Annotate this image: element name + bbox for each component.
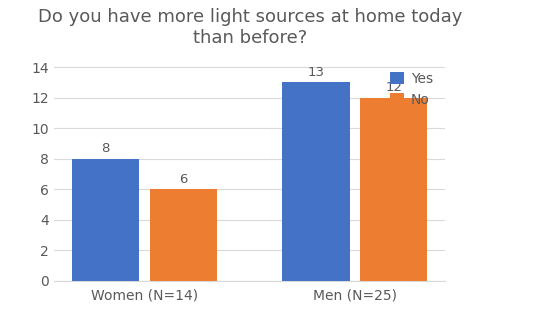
Bar: [360, 98, 427, 280]
Bar: [150, 189, 217, 280]
Title: Do you have more light sources at home today
than before?: Do you have more light sources at home t…: [37, 8, 462, 47]
Bar: [72, 158, 140, 280]
Text: 6: 6: [179, 173, 188, 186]
Legend: Yes, No: Yes, No: [384, 66, 438, 113]
Bar: [282, 82, 350, 280]
Text: 13: 13: [307, 66, 325, 79]
Text: 12: 12: [386, 82, 402, 94]
Text: 8: 8: [102, 143, 110, 155]
